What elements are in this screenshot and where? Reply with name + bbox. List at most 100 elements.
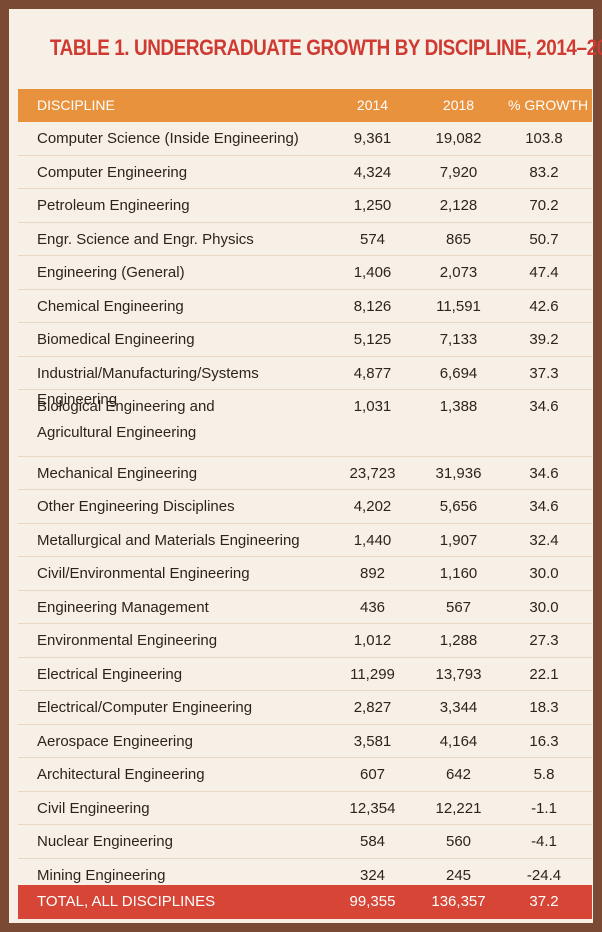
value-2018-cell: 1,160	[439, 565, 478, 582]
table-row: Civil/Environmental Engineering 892 1,16…	[18, 557, 592, 591]
table-body: Computer Science (Inside Engineering) 9,…	[18, 122, 592, 892]
discipline-cell: Civil/Environmental Engineering	[37, 565, 250, 582]
growth-cell: 34.6	[529, 498, 559, 515]
growth-cell: 22.1	[529, 665, 559, 683]
value-2018-cell: 560	[445, 833, 472, 850]
table-row: Biological Engineering and Agricultural …	[18, 390, 592, 457]
value-2018-cell: 12,221	[435, 799, 482, 817]
total-row: TOTAL, ALL DISCIPLINES 99,355 136,357 37…	[18, 885, 592, 919]
value-2018-cell: 13,793	[435, 665, 482, 683]
value-2014-cell: 3,581	[353, 732, 392, 750]
discipline-cell: Aerospace Engineering	[37, 732, 193, 750]
value-2018-cell: 865	[445, 230, 472, 248]
discipline-cell: Civil Engineering	[37, 799, 150, 817]
table-row: Electrical Engineering 11,299 13,793 22.…	[18, 658, 592, 691]
growth-cell: -1.1	[531, 799, 557, 817]
value-2014-cell: 12,354	[349, 799, 396, 817]
value-2018-cell: 1,907	[439, 531, 478, 549]
value-2014-cell: 4,324	[353, 163, 392, 181]
table-row: Mining Engineering 324 245 -24.4	[18, 859, 592, 893]
value-2018-cell: 4,164	[439, 732, 478, 750]
value-2014-cell: 1,406	[353, 264, 392, 281]
table-row: Metallurgical and Materials Engineering …	[18, 524, 592, 557]
value-2014-cell: 1,012	[353, 632, 392, 649]
value-2018-cell: 11,591	[436, 297, 481, 315]
value-2014-cell: 23,723	[349, 464, 396, 482]
value-2014-cell: 1,440	[353, 531, 392, 549]
growth-cell: 30.0	[529, 598, 559, 616]
discipline-cell: Biological Engineering and Agricultural …	[37, 398, 215, 441]
total-2014: 99,355	[349, 893, 396, 910]
table-row: Environmental Engineering 1,012 1,288 27…	[18, 624, 592, 658]
value-2018-cell: 3,344	[439, 699, 478, 716]
header-discipline: DISCIPLINE	[37, 97, 115, 113]
growth-cell: 18.3	[529, 699, 559, 716]
table-row: Nuclear Engineering 584 560 -4.1	[18, 825, 592, 859]
discipline-cell: Industrial/Manufacturing/Systems Enginee…	[37, 364, 259, 408]
value-2014-cell: 892	[359, 565, 386, 582]
value-2014-cell: 8,126	[353, 297, 392, 315]
value-2018-cell: 5,656	[439, 498, 478, 515]
value-2014-cell: 4,202	[353, 498, 392, 515]
table-row: Chemical Engineering 8,126 11,591 42.6	[18, 290, 592, 323]
table-row: Computer Engineering 4,324 7,920 83.2	[18, 156, 592, 189]
discipline-cell: Engineering Management	[37, 598, 209, 616]
discipline-cell: Metallurgical and Materials Engineering	[37, 531, 300, 549]
value-2018-cell: 1,388	[439, 398, 478, 415]
growth-cell: 30.0	[529, 565, 559, 582]
growth-cell: 37.3	[529, 364, 559, 382]
discipline-cell: Mining Engineering	[37, 866, 166, 884]
discipline-cell: Computer Engineering	[37, 163, 188, 181]
value-2018-cell: 6,694	[439, 364, 478, 382]
value-2018-cell: 19,082	[435, 130, 482, 147]
discipline-cell: Engineering (General)	[37, 264, 185, 281]
discipline-cell: Architectural Engineering	[37, 766, 205, 783]
growth-cell: 16.3	[529, 732, 559, 750]
value-2014-cell: 574	[359, 230, 386, 248]
growth-cell: 34.6	[529, 464, 559, 482]
total-label: TOTAL, ALL DISCIPLINES	[37, 893, 216, 910]
growth-cell: 32.4	[529, 531, 559, 549]
growth-cell: 34.6	[529, 398, 559, 415]
table-row: Biomedical Engineering 5,125 7,133 39.2	[18, 323, 592, 357]
growth-cell: 39.2	[529, 331, 559, 348]
table-row: Architectural Engineering 607 642 5.8	[18, 758, 592, 792]
growth-cell: 5.8	[533, 766, 555, 783]
value-2018-cell: 567	[445, 598, 472, 616]
discipline-cell: Computer Science (Inside Engineering)	[37, 130, 299, 147]
growth-cell: 83.2	[529, 163, 559, 181]
value-2014-cell: 607	[359, 766, 386, 783]
table-panel: TABLE 1. UNDERGRADUATE GROWTH BY DISCIPL…	[9, 9, 602, 923]
value-2018-cell: 7,133	[439, 331, 478, 348]
table-row: Civil Engineering 12,354 12,221 -1.1	[18, 792, 592, 825]
table-row: Electrical/Computer Engineering 2,827 3,…	[18, 691, 592, 725]
total-growth: 37.2	[529, 893, 559, 910]
growth-cell: 70.2	[529, 197, 559, 214]
discipline-cell: Other Engineering Disciplines	[37, 498, 235, 515]
discipline-cell: Nuclear Engineering	[37, 833, 173, 850]
discipline-cell: Mechanical Engineering	[37, 464, 198, 482]
growth-cell: 50.7	[529, 230, 559, 248]
value-2014-cell: 11,299	[350, 665, 395, 683]
value-2014-cell: 9,361	[353, 130, 392, 147]
growth-cell: -24.4	[526, 866, 562, 884]
discipline-cell: Chemical Engineering	[37, 297, 184, 315]
growth-cell: 103.8	[525, 130, 563, 147]
value-2018-cell: 7,920	[439, 163, 478, 181]
header-2018: 2018	[442, 97, 475, 113]
table-row: Engineering Management 436 567 30.0	[18, 591, 592, 624]
header-2014: 2014	[356, 97, 389, 113]
value-2018-cell: 2,128	[439, 197, 478, 214]
discipline-cell: Biomedical Engineering	[37, 331, 195, 348]
growth-cell: -4.1	[531, 833, 557, 850]
growth-cell: 42.6	[529, 297, 559, 315]
table-header-row: DISCIPLINE 2014 2018 % GROWTH	[18, 89, 592, 122]
table-row: Other Engineering Disciplines 4,202 5,65…	[18, 490, 592, 524]
value-2018-cell: 642	[445, 766, 472, 783]
table-row: Engineering (General) 1,406 2,073 47.4	[18, 256, 592, 290]
discipline-cell: Environmental Engineering	[37, 632, 218, 649]
discipline-cell: Petroleum Engineering	[37, 197, 190, 214]
table-row: Engr. Science and Engr. Physics 574 865 …	[18, 223, 592, 256]
table-title: TABLE 1. UNDERGRADUATE GROWTH BY DISCIPL…	[49, 35, 602, 60]
value-2014-cell: 1,031	[353, 398, 392, 415]
